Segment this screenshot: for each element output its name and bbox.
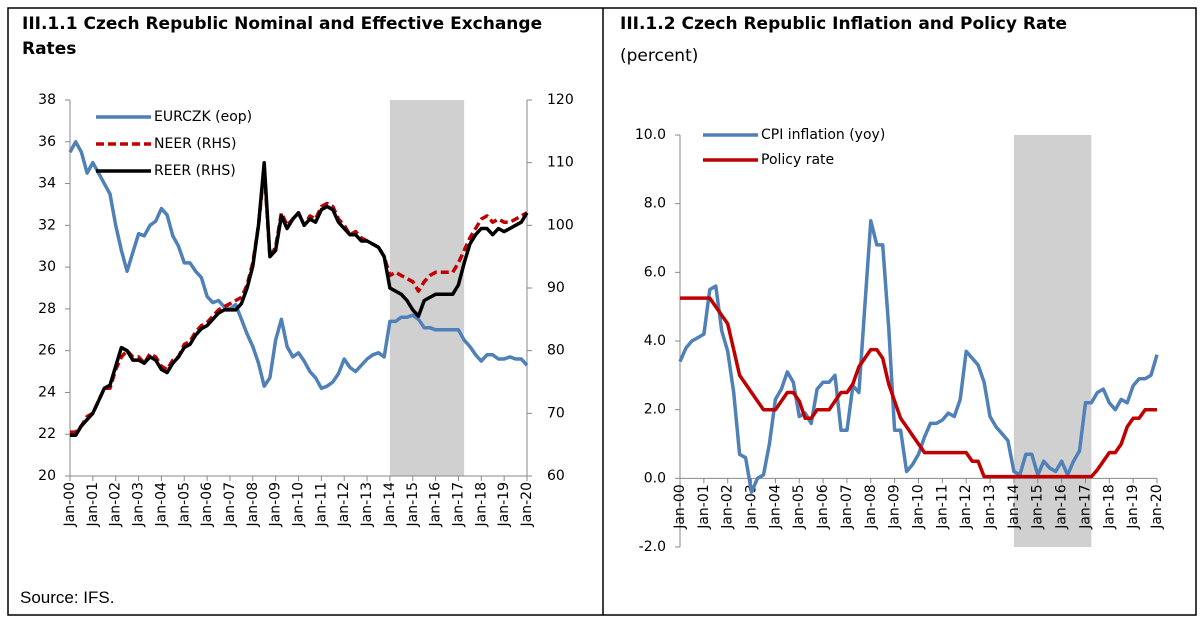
y2-tick-label: 110 bbox=[547, 155, 574, 171]
x-tick-label: Jan-03 bbox=[744, 484, 760, 529]
x-tick-label: Jan-07 bbox=[839, 484, 855, 529]
x-tick-label: Jan-00 bbox=[62, 482, 78, 527]
x-tick-label: Jan-15 bbox=[1030, 484, 1046, 529]
x-tick-label: Jan-11 bbox=[934, 484, 950, 529]
legend-label: Policy rate bbox=[761, 152, 834, 168]
chart-title: III.1.1 Czech Republic Nominal and Effec… bbox=[22, 14, 543, 59]
chart-subtitle: (percent) bbox=[620, 46, 699, 66]
series-line bbox=[680, 296, 1157, 479]
y2-tick-label: 80 bbox=[547, 343, 565, 359]
x-tick-label: Jan-06 bbox=[199, 482, 215, 528]
y-tick-label: 32 bbox=[38, 217, 56, 233]
y-tick-label: 38 bbox=[38, 92, 56, 108]
y2-tick-label: 90 bbox=[547, 280, 565, 296]
y-tick-label: 28 bbox=[38, 301, 56, 317]
y2-tick-label: 70 bbox=[547, 405, 565, 421]
y-tick-label: 36 bbox=[38, 134, 56, 150]
y-tick-label: 4.0 bbox=[644, 333, 666, 349]
x-tick-label: Jan-13 bbox=[359, 482, 375, 527]
x-tick-label: Jan-20 bbox=[519, 482, 535, 527]
shaded-period bbox=[389, 100, 465, 476]
x-tick-label: Jan-16 bbox=[428, 482, 444, 528]
y-tick-label: 20 bbox=[38, 468, 56, 484]
x-tick-label: Jan-04 bbox=[767, 484, 783, 530]
y-tick-label: 24 bbox=[38, 384, 56, 400]
x-tick-label: Jan-15 bbox=[405, 482, 421, 527]
x-tick-label: Jan-02 bbox=[720, 484, 736, 529]
y-tick-label: 0.0 bbox=[644, 470, 666, 486]
series-line bbox=[678, 219, 1159, 494]
y-tick-label: 26 bbox=[38, 343, 56, 359]
legend-label: NEER (RHS) bbox=[154, 136, 236, 152]
x-tick-label: Jan-04 bbox=[153, 482, 169, 528]
y-tick-label: 22 bbox=[38, 426, 56, 442]
source: Source: IFS. bbox=[20, 588, 115, 607]
x-tick-label: Jan-10 bbox=[911, 484, 927, 529]
x-tick-label: Jan-09 bbox=[887, 484, 903, 529]
x-tick-label: Jan-19 bbox=[1125, 484, 1141, 529]
x-tick-label: Jan-00 bbox=[672, 484, 688, 529]
x-tick-label: Jan-06 bbox=[815, 484, 831, 530]
x-tick-label: Jan-16 bbox=[1054, 484, 1070, 530]
x-tick-label: Jan-17 bbox=[450, 482, 466, 527]
y-tick-label: 6.0 bbox=[644, 264, 666, 280]
y2-tick-label: 120 bbox=[547, 92, 574, 108]
series-line bbox=[70, 160, 529, 438]
x-tick-label: Jan-14 bbox=[1006, 484, 1022, 530]
x-tick-label: Jan-14 bbox=[382, 482, 398, 528]
x-tick-label: Jan-07 bbox=[222, 482, 238, 527]
y-tick-label: 34 bbox=[38, 176, 56, 192]
x-tick-label: Jan-10 bbox=[291, 482, 307, 527]
y2-tick-label: 60 bbox=[547, 468, 565, 484]
frame bbox=[7, 7, 1197, 616]
y-tick-label: -2.0 bbox=[639, 539, 666, 555]
x-tick-label: Jan-18 bbox=[1101, 484, 1117, 529]
x-tick-label: Jan-17 bbox=[1077, 484, 1093, 529]
x-tick-label: Jan-20 bbox=[1149, 484, 1165, 529]
legend-label: EURCZK (eop) bbox=[154, 109, 252, 125]
legend-label: REER (RHS) bbox=[154, 163, 236, 179]
x-tick-label: Jan-19 bbox=[496, 482, 512, 527]
x-tick-label: Jan-13 bbox=[982, 484, 998, 529]
x-tick-label: Jan-05 bbox=[176, 482, 192, 527]
y-tick-label: 30 bbox=[38, 259, 56, 275]
x-tick-label: Jan-02 bbox=[108, 482, 124, 527]
series-line bbox=[68, 140, 529, 391]
chart-title: III.1.2 Czech Republic Inflation and Pol… bbox=[620, 14, 1068, 34]
x-tick-label: Jan-18 bbox=[473, 482, 489, 527]
x-tick-label: Jan-01 bbox=[696, 484, 712, 529]
y2-tick-label: 100 bbox=[547, 217, 574, 233]
x-tick-label: Jan-12 bbox=[958, 484, 974, 529]
x-tick-label: Jan-08 bbox=[863, 484, 879, 529]
y-tick-label: 8.0 bbox=[644, 196, 666, 212]
legend-label: CPI inflation (yoy) bbox=[761, 127, 885, 143]
x-tick-label: Jan-11 bbox=[313, 482, 329, 527]
x-tick-label: Jan-09 bbox=[268, 482, 284, 527]
x-tick-label: Jan-08 bbox=[245, 482, 261, 527]
x-tick-label: Jan-12 bbox=[336, 482, 352, 527]
x-tick-label: Jan-05 bbox=[791, 484, 807, 529]
y-tick-label: 10.0 bbox=[635, 127, 666, 143]
x-tick-label: Jan-01 bbox=[85, 482, 101, 527]
x-tick-label: Jan-03 bbox=[131, 482, 147, 527]
y-tick-label: 2.0 bbox=[644, 402, 666, 418]
